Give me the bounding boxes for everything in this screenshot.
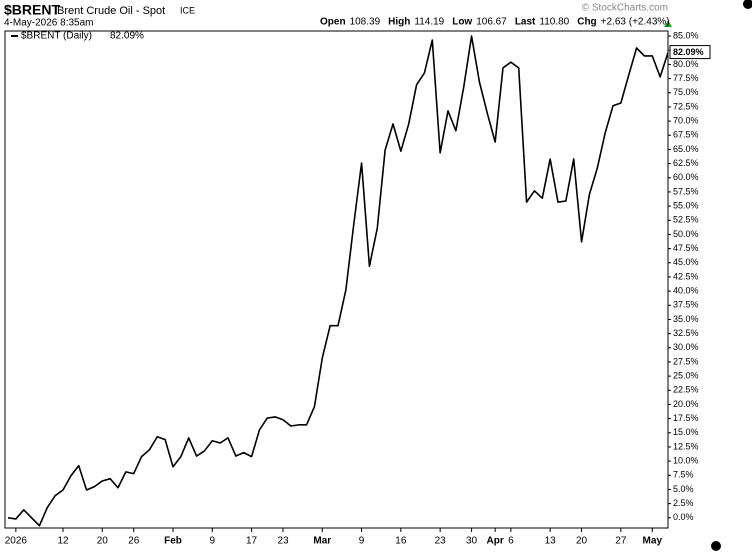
y-tick-label: 42.5% <box>673 271 699 281</box>
last-value-label: 82.09% <box>673 47 704 57</box>
legend-entry: $BRENT (Daily) <box>21 31 92 42</box>
y-tick-label: 0.0% <box>673 512 694 522</box>
quote-label: Open <box>320 17 346 28</box>
corner-dot <box>711 541 721 551</box>
y-tick-label: 80.0% <box>673 59 699 69</box>
timestamp: 4-May-2026 8:35am <box>4 18 94 29</box>
symbol: $BRENT <box>4 2 60 18</box>
y-tick-label: 65.0% <box>673 144 699 154</box>
instrument-name: Brent Crude Oil - Spot <box>57 5 165 17</box>
x-tick-label: 12 <box>57 536 69 547</box>
x-tick-label: 23 <box>435 536 447 547</box>
y-tick-label: 70.0% <box>673 115 699 125</box>
quote-value: 114.19 <box>414 17 444 28</box>
x-tick-label: Mar <box>313 536 331 547</box>
quote-value: 110.80 <box>539 17 569 28</box>
copyright: © StockCharts.com <box>582 3 668 14</box>
y-tick-label: 72.5% <box>673 101 699 111</box>
x-tick-label: 30 <box>466 536 478 547</box>
x-tick-label: Apr <box>487 536 504 547</box>
quote-label: Chg <box>577 17 596 28</box>
x-tick-label: 13 <box>545 536 557 547</box>
x-tick-label: 9 <box>359 536 365 547</box>
y-tick-label: 62.5% <box>673 158 699 168</box>
y-tick-label: 37.5% <box>673 300 699 310</box>
y-tick-label: 15.0% <box>673 427 699 437</box>
x-tick-label: 17 <box>246 536 258 547</box>
corner-dot <box>743 0 752 9</box>
x-tick-label: 26 <box>128 536 140 547</box>
y-tick-label: 32.5% <box>673 328 699 338</box>
quote-label: High <box>388 17 410 28</box>
y-tick-label: 5.0% <box>673 484 694 494</box>
y-tick-label: 47.5% <box>673 243 699 253</box>
x-tick-label: 27 <box>615 536 627 547</box>
y-tick-label: 60.0% <box>673 172 699 182</box>
y-tick-label: 67.5% <box>673 130 699 140</box>
y-tick-label: 17.5% <box>673 413 699 423</box>
x-tick-label: Feb <box>164 536 182 547</box>
y-tick-label: 12.5% <box>673 441 699 451</box>
y-tick-label: 20.0% <box>673 399 699 409</box>
y-tick-label: 55.0% <box>673 200 699 210</box>
quote-value: +2.63 (+2.43%) <box>601 17 670 28</box>
y-tick-label: 52.5% <box>673 215 699 225</box>
price-line <box>7 35 669 527</box>
y-tick-label: 35.0% <box>673 314 699 324</box>
y-tick-label: 40.0% <box>673 285 699 295</box>
up-arrow <box>664 20 672 27</box>
y-tick-label: 57.5% <box>673 186 699 196</box>
y-tick-label: 77.5% <box>673 73 699 83</box>
exchange: ICE <box>180 5 195 15</box>
x-tick-label: May <box>643 536 663 547</box>
x-tick-label: 20 <box>576 536 588 547</box>
y-tick-label: 50.0% <box>673 229 699 239</box>
y-tick-label: 2.5% <box>673 498 694 508</box>
y-tick-label: 22.5% <box>673 385 699 395</box>
x-tick-label: 16 <box>395 536 407 547</box>
y-tick-label: 7.5% <box>673 470 694 480</box>
y-tick-label: 45.0% <box>673 257 699 267</box>
quote-value: 108.39 <box>350 17 381 28</box>
y-tick-label: 30.0% <box>673 342 699 352</box>
x-tick-label: 23 <box>277 536 289 547</box>
y-tick-label: 27.5% <box>673 356 699 366</box>
quote-label: Last <box>515 17 536 28</box>
y-tick-label: 85.0% <box>673 30 699 40</box>
x-tick-label: 9 <box>210 536 216 547</box>
plot-frame <box>4 30 669 529</box>
x-tick-label: 6 <box>508 536 514 547</box>
y-tick-label: 25.0% <box>673 370 699 380</box>
y-tick-label: 75.0% <box>673 87 699 97</box>
quote-value: 106.67 <box>476 17 507 28</box>
quote-label: Low <box>452 17 472 28</box>
x-tick-label: 20 <box>97 536 109 547</box>
legend-value: 82.09% <box>110 31 144 42</box>
last-value-box <box>669 45 711 60</box>
y-tick-label: 10.0% <box>673 456 699 466</box>
x-tick-label: 2026 <box>5 536 28 547</box>
